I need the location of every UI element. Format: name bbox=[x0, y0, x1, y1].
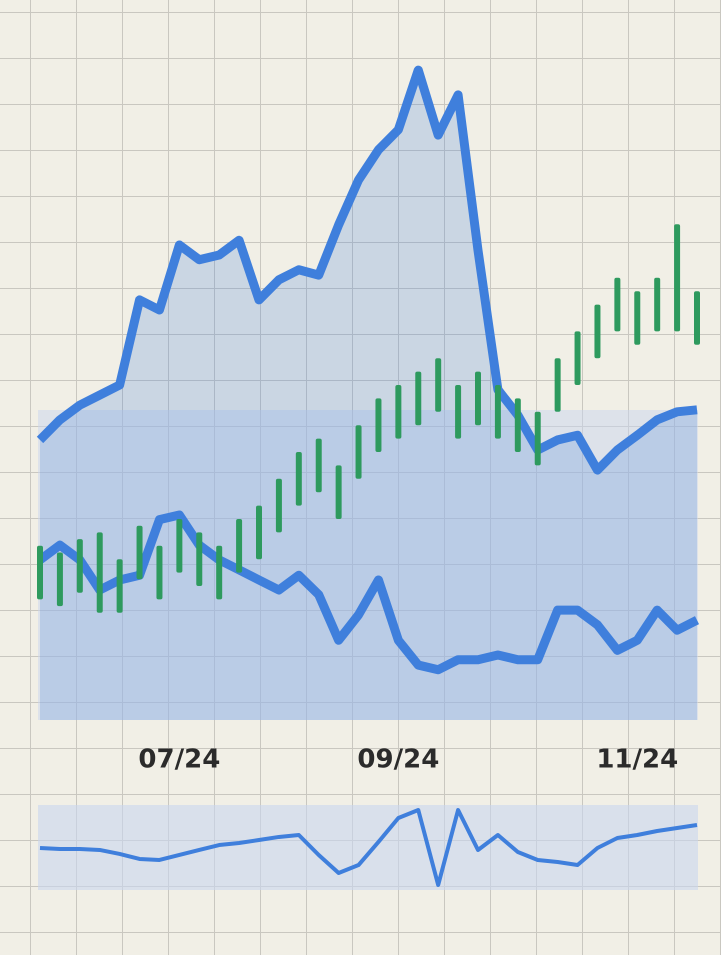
range-bar bbox=[316, 439, 322, 493]
range-bar bbox=[256, 506, 262, 560]
x-tick-label: 09/24 bbox=[357, 745, 439, 775]
chart: 07/24 09/24 11/24 bbox=[0, 0, 721, 955]
range-bar bbox=[535, 412, 541, 466]
range-bar bbox=[594, 305, 600, 359]
page: 07/24 09/24 11/24 bbox=[0, 0, 721, 955]
range-bar bbox=[296, 452, 302, 506]
range-bar bbox=[575, 331, 581, 385]
range-bar bbox=[515, 398, 521, 452]
range-bar bbox=[356, 425, 362, 479]
range-bar bbox=[555, 358, 561, 412]
range-bar bbox=[97, 532, 103, 612]
range-bar bbox=[196, 532, 202, 586]
range-bar bbox=[654, 278, 660, 332]
range-bar bbox=[57, 553, 63, 607]
range-bar bbox=[395, 385, 401, 439]
range-bar bbox=[156, 546, 162, 600]
range-bar bbox=[674, 224, 680, 331]
range-bar bbox=[236, 519, 242, 573]
range-bar bbox=[216, 546, 222, 600]
range-bar bbox=[634, 291, 640, 345]
range-bar bbox=[455, 385, 461, 439]
range-bar bbox=[77, 539, 83, 593]
range-bar bbox=[336, 465, 342, 519]
range-bar bbox=[495, 385, 501, 439]
range-bar bbox=[415, 372, 421, 426]
x-tick-label: 07/24 bbox=[138, 745, 220, 775]
range-bar bbox=[614, 278, 620, 332]
x-tick-label: 11/24 bbox=[596, 745, 678, 775]
range-bar bbox=[176, 519, 182, 573]
range-bar bbox=[435, 358, 441, 412]
range-bar bbox=[117, 559, 123, 613]
range-bar bbox=[276, 479, 282, 533]
range-bar bbox=[37, 546, 43, 600]
range-bar bbox=[694, 291, 700, 345]
range-bar bbox=[475, 372, 481, 426]
range-bar bbox=[375, 398, 381, 452]
range-bar bbox=[137, 526, 143, 580]
